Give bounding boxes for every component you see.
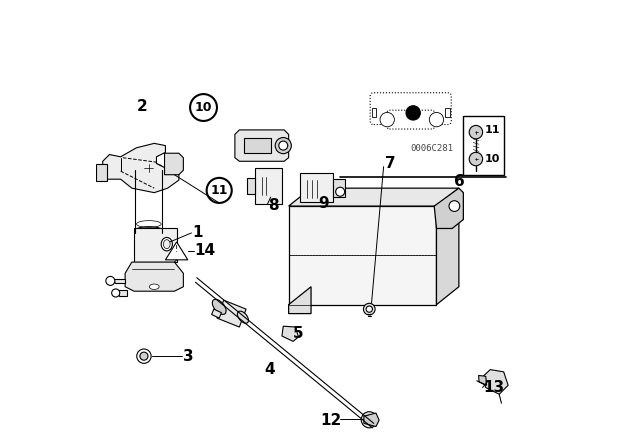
Circle shape	[106, 276, 115, 285]
Text: 5: 5	[293, 326, 304, 341]
Text: 6: 6	[454, 174, 465, 189]
Text: 10: 10	[485, 154, 500, 164]
Bar	[445, 108, 450, 117]
Text: 7: 7	[385, 156, 396, 171]
Text: 8: 8	[269, 198, 279, 213]
Circle shape	[279, 141, 288, 150]
Circle shape	[380, 112, 394, 127]
Ellipse shape	[218, 303, 234, 320]
Polygon shape	[479, 375, 486, 385]
Circle shape	[140, 352, 148, 360]
Text: 11: 11	[485, 125, 500, 135]
Polygon shape	[113, 279, 125, 283]
Circle shape	[366, 306, 372, 312]
Bar	[248, 178, 255, 194]
FancyBboxPatch shape	[387, 110, 435, 129]
Ellipse shape	[149, 284, 159, 289]
Circle shape	[406, 106, 420, 120]
Text: 14: 14	[195, 243, 216, 258]
Ellipse shape	[237, 311, 248, 323]
Bar	[300, 173, 333, 202]
Polygon shape	[282, 326, 298, 341]
Circle shape	[207, 178, 232, 203]
Circle shape	[469, 125, 483, 139]
Polygon shape	[164, 153, 184, 175]
Ellipse shape	[135, 163, 163, 173]
Text: 10: 10	[195, 101, 212, 114]
FancyBboxPatch shape	[370, 93, 451, 125]
Circle shape	[275, 138, 291, 154]
Polygon shape	[103, 143, 179, 193]
Text: 2: 2	[136, 99, 147, 114]
Polygon shape	[435, 188, 463, 228]
Text: 1: 1	[192, 225, 203, 241]
Bar	[255, 168, 282, 204]
Text: 0006C281: 0006C281	[410, 144, 454, 153]
Circle shape	[190, 94, 217, 121]
Ellipse shape	[163, 240, 170, 249]
Circle shape	[361, 412, 378, 428]
Polygon shape	[165, 242, 188, 260]
Bar	[134, 228, 177, 262]
Circle shape	[449, 201, 460, 211]
Text: 13: 13	[484, 380, 505, 395]
Polygon shape	[482, 370, 508, 394]
Bar	[371, 108, 376, 117]
Polygon shape	[235, 130, 289, 161]
Bar	[463, 116, 504, 175]
Bar	[244, 138, 271, 153]
Polygon shape	[118, 290, 127, 296]
Bar	[96, 164, 108, 181]
Bar	[289, 255, 436, 305]
Circle shape	[469, 152, 483, 166]
Ellipse shape	[135, 227, 163, 235]
Text: 12: 12	[320, 413, 341, 428]
Bar	[333, 179, 344, 197]
Ellipse shape	[161, 237, 172, 251]
Text: 3: 3	[184, 349, 194, 364]
Polygon shape	[125, 262, 184, 291]
Polygon shape	[364, 413, 379, 426]
Polygon shape	[212, 309, 221, 318]
Polygon shape	[289, 287, 311, 314]
Ellipse shape	[212, 299, 226, 314]
Text: 4: 4	[264, 362, 275, 377]
Polygon shape	[289, 188, 459, 206]
Text: 9: 9	[317, 196, 328, 211]
Polygon shape	[217, 300, 246, 327]
Circle shape	[137, 349, 151, 363]
Polygon shape	[436, 188, 459, 305]
Circle shape	[364, 303, 375, 315]
Polygon shape	[289, 206, 436, 305]
Circle shape	[112, 289, 120, 297]
Circle shape	[336, 187, 345, 196]
Circle shape	[365, 415, 374, 424]
Text: !: !	[175, 245, 179, 264]
Circle shape	[429, 112, 444, 127]
Ellipse shape	[139, 165, 159, 172]
Text: 11: 11	[211, 184, 228, 197]
